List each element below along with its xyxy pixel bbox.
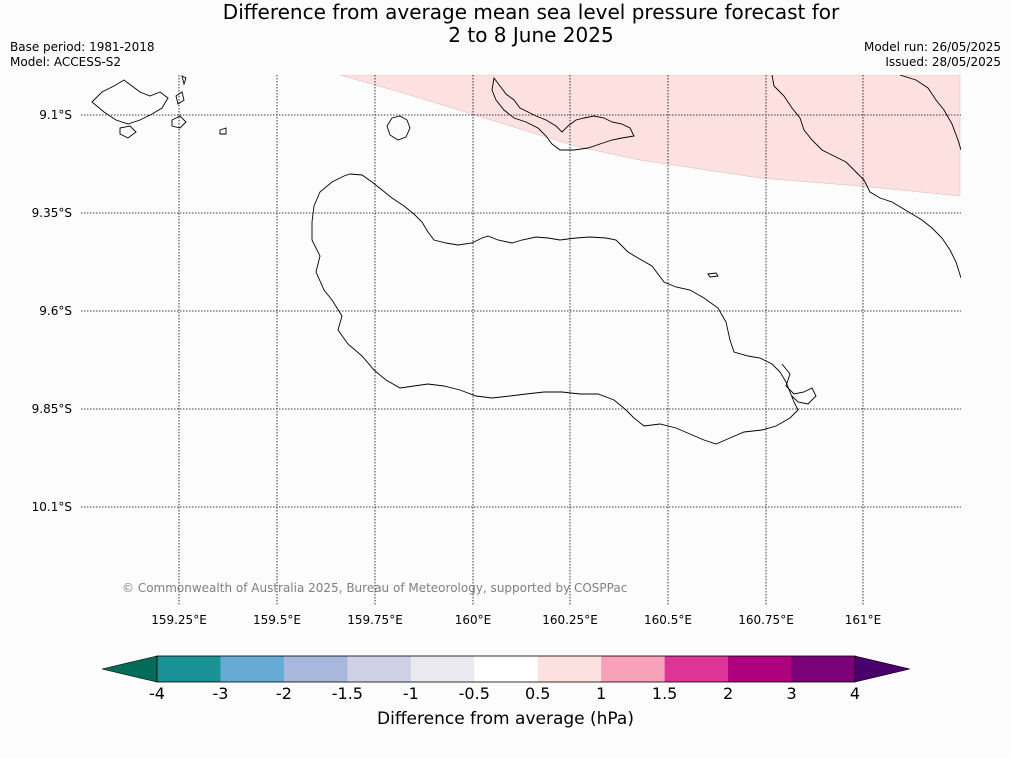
colorbar-tick-label: -1 (403, 684, 419, 703)
russell-islands-outline (171, 115, 187, 129)
colorbar: -4 -3 -2 -1.5 -1 -0.5 0.5 1 1.5 2 3 4 (101, 655, 911, 703)
colorbar-title: Difference from average (hPa) (377, 709, 634, 729)
title-line-1: Difference from average mean sea level p… (222, 0, 840, 24)
lon-label: 159.75°E (347, 613, 403, 627)
base-period: Base period: 1981-2018 (10, 40, 155, 54)
russell-islands-outline (91, 79, 169, 125)
colorbar-segment (791, 656, 856, 682)
graticule (81, 75, 961, 605)
lon-label: 160.75°E (738, 613, 794, 627)
lat-label: 9.35°S (32, 206, 72, 220)
colorbar-under-arrow (101, 655, 158, 683)
longitude-labels: 159.25°E 159.5°E 159.75°E 160°E 160.25°E… (151, 613, 881, 627)
colorbar-segments (157, 656, 856, 682)
colorbar-segment (283, 656, 348, 682)
lon-label: 161°E (845, 613, 882, 627)
colorbar-segment (410, 656, 475, 682)
malaita-east-coast (899, 75, 961, 151)
lon-label: 159.25°E (151, 613, 207, 627)
colorbar-segment (474, 656, 539, 682)
russell-islands-outline (219, 127, 227, 135)
colorbar-tick-label: 4 (850, 684, 860, 703)
meta-left: Base period: 1981-2018 Model: ACCESS-S2 (10, 40, 155, 70)
cape-marsh-outline (781, 363, 817, 405)
chart-title: Difference from average mean sea level p… (0, 1, 1011, 47)
lon-label: 160°E (455, 613, 492, 627)
russell-islands-outline (119, 125, 137, 139)
title-line-2: 2 to 8 June 2025 (448, 23, 614, 47)
islet-outline (707, 272, 719, 278)
guadalcanal-coastline (311, 173, 799, 445)
colorbar-tick-label: -3 (212, 684, 228, 703)
meta-right: Model run: 26/05/2025 Issued: 28/05/2025 (864, 40, 1001, 70)
model-name: Model: ACCESS-S2 (10, 55, 122, 69)
colorbar-tick-label: -1.5 (332, 684, 363, 703)
lat-label: 9.6°S (39, 304, 72, 318)
colorbar-tick-labels: -4 -3 -2 -1.5 -1 -0.5 0.5 1 1.5 2 3 4 (149, 684, 860, 703)
colorbar-tick-label: -4 (149, 684, 165, 703)
anomaly-shaded-region (339, 75, 961, 197)
colorbar-tick-label: 2 (723, 684, 733, 703)
lat-label: 9.1°S (39, 108, 72, 122)
colorbar-tick-label: -0.5 (459, 684, 490, 703)
colorbar-tick-label: -2 (276, 684, 292, 703)
colorbar-segment (220, 656, 285, 682)
colorbar-segment (728, 656, 793, 682)
anomaly-shading (339, 75, 961, 197)
russell-islands-outline (175, 91, 185, 105)
colorbar-outline (156, 655, 856, 683)
colorbar-segment (157, 656, 221, 682)
colorbar-segment (601, 656, 666, 682)
russell-islands-outline (181, 75, 187, 86)
malaita-coastline (771, 75, 961, 279)
lat-label: 9.85°S (32, 402, 72, 416)
colorbar-tick-label: 0.5 (525, 684, 550, 703)
colorbar-segment (347, 656, 412, 682)
lon-label: 159.5°E (253, 613, 301, 627)
colorbar-over-arrow (854, 655, 911, 683)
lon-label: 160.25°E (542, 613, 598, 627)
florida-islands-outline (491, 76, 635, 151)
colorbar-tick-label: 3 (786, 684, 796, 703)
lon-label: 160.5°E (644, 613, 692, 627)
savo-island-outline (386, 115, 411, 141)
colorbar-tick-label: 1.5 (652, 684, 677, 703)
lat-label: 10.1°S (32, 500, 72, 514)
issued-date: Issued: 28/05/2025 (885, 55, 1001, 69)
coastlines (91, 75, 961, 445)
latitude-labels: 9.1°S 9.35°S 9.6°S 9.85°S 10.1°S (32, 108, 72, 514)
colorbar-segment (537, 656, 602, 682)
model-run: Model run: 26/05/2025 (863, 40, 1001, 54)
colorbar-tick-label: 1 (596, 684, 606, 703)
copyright-text: © Commonwealth of Australia 2025, Bureau… (122, 581, 627, 595)
colorbar-segment (664, 656, 729, 682)
